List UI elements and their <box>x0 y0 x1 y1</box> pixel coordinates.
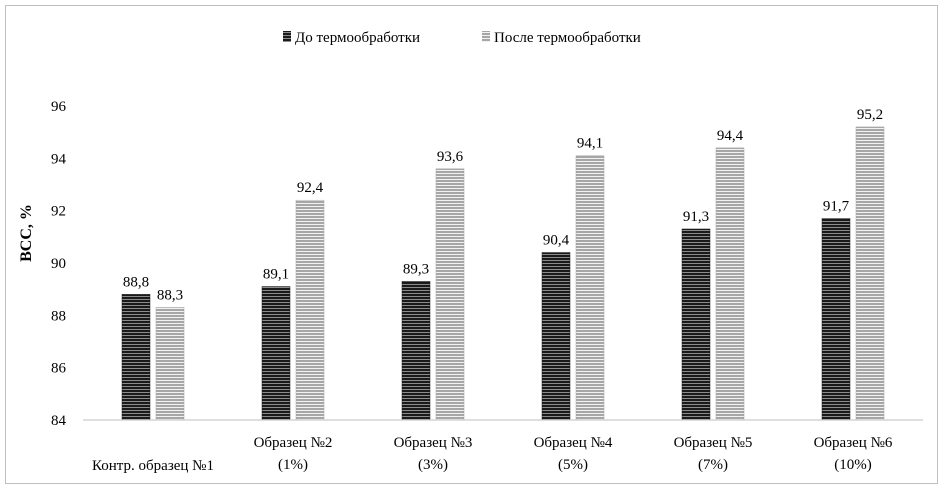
category-label-line: (7%) <box>698 457 728 473</box>
category-label-line: Образец №5 <box>674 435 753 451</box>
legend-swatch-before <box>283 31 291 42</box>
legend-label-after: После термообработки <box>494 30 641 46</box>
data-label-before: 89,3 <box>403 261 429 277</box>
data-labels: 88,8 89,1 89,3 90,4 91,3 91,7 88,3 92,4 93,6 94,1… <box>123 107 883 304</box>
category-label: Образец №2 (1%) <box>254 435 333 473</box>
y-tick-label: 88 <box>51 308 66 324</box>
y-tick-label: 90 <box>51 256 66 272</box>
category-label-line: Образец №2 <box>254 435 333 451</box>
y-tick-label: 92 <box>51 204 66 220</box>
y-tick-label: 84 <box>51 413 67 429</box>
data-label-before: 90,4 <box>543 233 570 249</box>
data-label-after: 88,3 <box>157 287 183 303</box>
bar-after <box>575 155 605 421</box>
bar-before <box>681 228 711 421</box>
y-tick-label: 94 <box>51 151 67 167</box>
legend-label-before: До термообработки <box>295 30 420 46</box>
data-label-before: 91,3 <box>683 209 709 225</box>
bar-after <box>855 126 885 421</box>
category-label-line: (10%) <box>834 457 872 473</box>
legend-item-before: До термообработки <box>283 30 420 46</box>
bar-after <box>155 307 185 421</box>
bar-before <box>821 218 851 421</box>
bar-before <box>121 294 151 421</box>
bar-before <box>541 252 571 421</box>
y-tick-label: 86 <box>51 361 67 377</box>
y-axis-title: ВСС, % <box>18 204 35 262</box>
category-label: Образец №4 (5%) <box>534 435 613 473</box>
bar-after <box>295 199 325 421</box>
bar-before <box>261 286 291 421</box>
data-label-before: 89,1 <box>263 267 289 283</box>
data-label-after: 94,1 <box>577 136 603 152</box>
data-label-after: 95,2 <box>857 107 883 123</box>
legend-item-after: После термообработки <box>482 30 641 46</box>
legend: До термообработки После термообработки <box>283 30 641 46</box>
category-label: Образец №3 (3%) <box>394 435 473 473</box>
category-label: Образец №5 (7%) <box>674 435 753 473</box>
category-label-line: Образец №4 <box>534 435 613 451</box>
category-label-line: (3%) <box>418 457 448 473</box>
category-label-line: Контр. образец №1 <box>92 458 214 474</box>
data-label-after: 92,4 <box>297 180 324 196</box>
data-label-after: 94,4 <box>717 128 744 144</box>
bars <box>121 126 885 421</box>
data-label-after: 93,6 <box>437 149 464 165</box>
bar-before <box>401 281 431 421</box>
bar-after <box>715 147 745 421</box>
legend-swatch-after <box>482 31 490 42</box>
category-label-line: Образец №6 <box>814 435 893 451</box>
category-label: Контр. образец №1 <box>92 458 214 474</box>
y-axis-ticks: 84 86 88 90 92 94 96 <box>51 99 67 429</box>
y-tick-label: 96 <box>51 99 67 115</box>
bar-after <box>435 168 465 421</box>
category-label-line: Образец №3 <box>394 435 473 451</box>
category-label: Образец №6 (10%) <box>814 435 893 473</box>
category-label-line: (5%) <box>558 457 588 473</box>
category-label-line: (1%) <box>278 457 308 473</box>
data-label-before: 91,7 <box>823 199 850 215</box>
data-label-before: 88,8 <box>123 274 149 290</box>
